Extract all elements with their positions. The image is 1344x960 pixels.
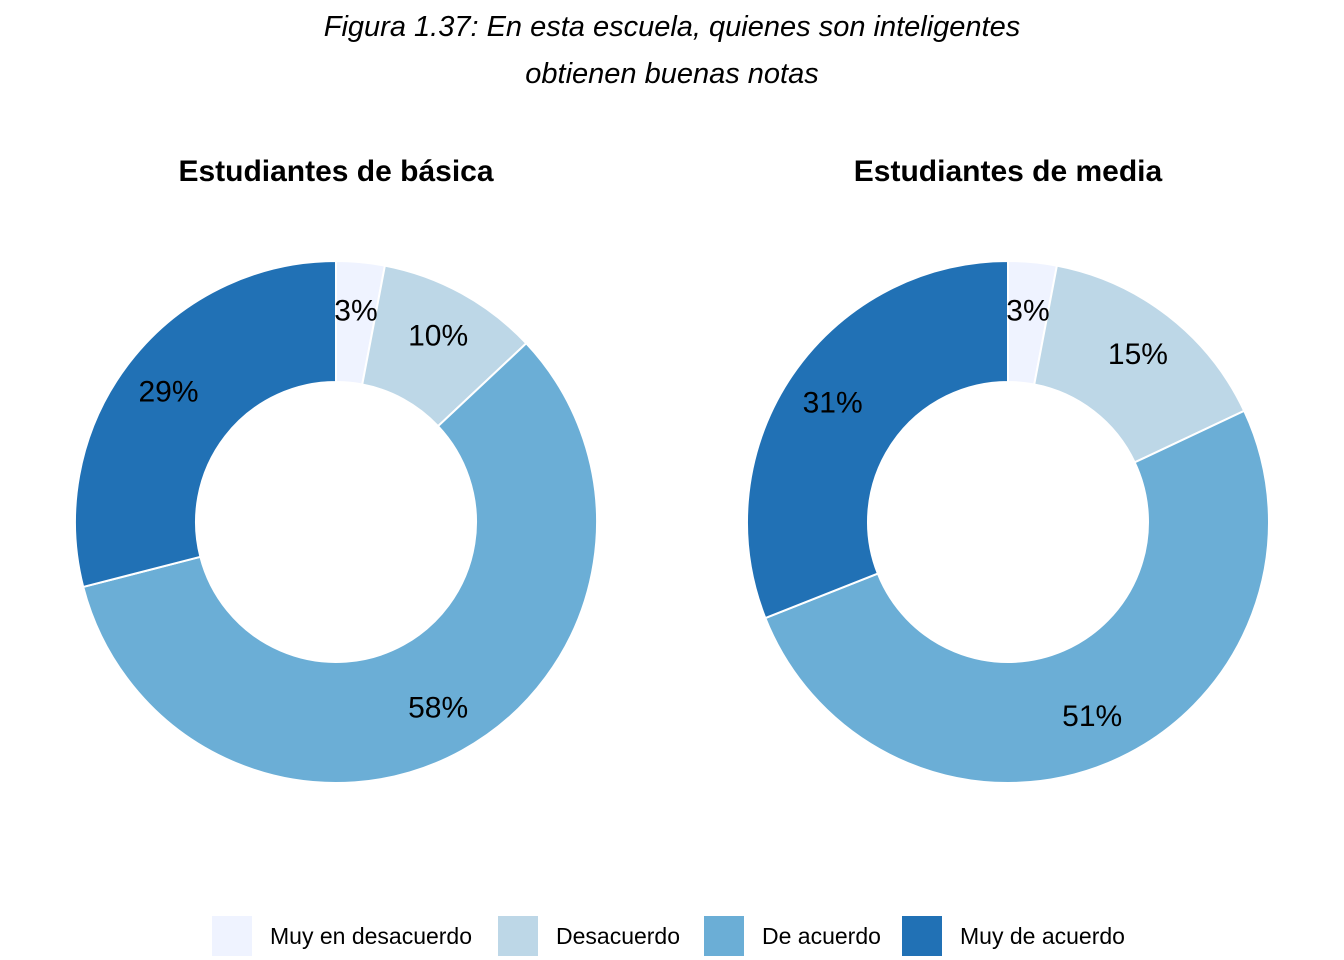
legend-label: Muy en desacuerdo (270, 923, 473, 949)
slice-label-muy-de-acuerdo: 31% (803, 386, 863, 419)
slice-label-muy-en-desacuerdo: 3% (334, 294, 377, 327)
chart-title-basica: Estudiantes de básica (178, 155, 494, 188)
slice-label-muy-en-desacuerdo: 3% (1006, 294, 1049, 327)
figure-title-line-2: obtienen buenas notas (525, 58, 819, 90)
legend-label: Muy de acuerdo (960, 923, 1125, 949)
slice-label-desacuerdo: 10% (408, 320, 468, 353)
donut-chart-media: Estudiantes de media 3% 15% 51% 31% (672, 150, 1344, 810)
legend-swatch (902, 916, 942, 956)
slice-label-de-acuerdo: 58% (408, 691, 468, 724)
legend-swatch (498, 916, 538, 956)
slice-label-desacuerdo: 15% (1108, 338, 1168, 371)
donut-svg-basica: 3% 10% 58% 29% (74, 259, 598, 784)
legend-label: De acuerdo (762, 923, 881, 949)
slice-label-de-acuerdo: 51% (1062, 700, 1122, 733)
legend-swatch (704, 916, 744, 956)
donut-slice-muy-de-acuerdo (746, 259, 1009, 620)
figure-title: Figura 1.37: En esta escuela, quienes so… (0, 4, 1344, 98)
slice-label-muy-de-acuerdo: 29% (138, 376, 198, 409)
legend: Muy en desacuerdo Desacuerdo De acuerdo … (0, 914, 1344, 958)
donut-slice-de-acuerdo (764, 409, 1270, 784)
donut-chart-basica: Estudiantes de básica 3% 10% 58% 29% (0, 150, 672, 810)
figure-title-line-1: Figura 1.37: En esta escuela, quienes so… (323, 11, 1021, 43)
legend-swatch (212, 916, 252, 956)
donut-slice-muy-de-acuerdo (74, 259, 337, 589)
donut-svg-media: 3% 15% 51% 31% (746, 259, 1270, 784)
legend-label: Desacuerdo (556, 923, 681, 949)
donut-slice-desacuerdo (1033, 264, 1246, 464)
chart-title-media: Estudiantes de media (853, 155, 1163, 188)
donut-slice-de-acuerdo (81, 341, 598, 784)
